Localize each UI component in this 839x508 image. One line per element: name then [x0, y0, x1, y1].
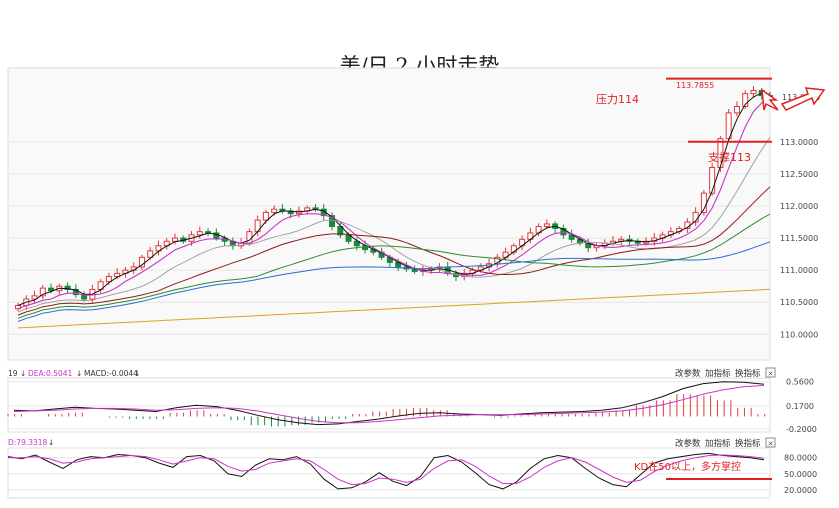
macd-arrow-icon: ↓: [76, 369, 82, 378]
kd-add-indicator-button[interactable]: 加指标: [705, 438, 731, 449]
moving-averages: [17, 92, 771, 329]
kd-y-tick-label: 80.0000: [784, 454, 817, 463]
down-arrow-icon: [761, 88, 779, 111]
kd-annotation: KD在50以上，多方掌控: [634, 460, 741, 473]
kd-close-button[interactable]: [765, 437, 776, 448]
price-y-tick-label: 110.5000: [780, 298, 818, 307]
candle-body: [138, 256, 145, 268]
candle-body: [709, 166, 716, 194]
macd-change-params-button[interactable]: 改参数: [675, 368, 701, 379]
macd-arrow-icon: ↓: [20, 369, 26, 378]
kd-y-tick-label: 20.0000: [784, 486, 817, 495]
candle-body: [31, 295, 38, 300]
macd-close-button[interactable]: [765, 367, 776, 378]
kd-panel: [7, 447, 771, 499]
macd-header-dea: DEA:0.5041: [28, 369, 73, 378]
price-y-tick-label: 110.0000: [780, 330, 818, 339]
moving-average-line-long: [17, 288, 771, 329]
candle-body: [560, 227, 567, 236]
macd-dif-line: [13, 381, 765, 426]
macd-histogram: [7, 394, 766, 427]
moving-average-line: [17, 99, 771, 310]
candle-body: [353, 240, 360, 247]
kd-header-d: D:79.3318: [8, 438, 48, 447]
candle-body: [105, 276, 112, 283]
moving-average-line: [17, 241, 771, 322]
kd-arrow-icon: ↓: [48, 438, 54, 447]
macd-y-tick-label: 0.5600: [786, 378, 814, 387]
candle-body: [72, 288, 79, 296]
macd-dea-line: [13, 384, 765, 424]
macd-switch-indicator-button[interactable]: 换指标: [735, 368, 761, 379]
kd-switch-indicator-button[interactable]: 换指标: [735, 438, 761, 449]
candle-body: [262, 211, 269, 221]
price-y-tick-label: 112.5000: [780, 170, 818, 179]
candle-body: [742, 93, 749, 108]
candle-body: [329, 215, 336, 228]
candle-body: [39, 287, 46, 297]
macd-close-icon[interactable]: ✕: [768, 370, 774, 378]
macd-panel: [7, 377, 771, 433]
candle-body: [147, 250, 154, 258]
candle-body: [733, 106, 740, 114]
kd-y-tick-label: 50.0000: [784, 470, 817, 479]
resistance-label: 压力114: [596, 93, 639, 106]
support-label: 支撑113: [708, 150, 751, 164]
moving-average-line: [17, 213, 771, 319]
macd-y-tick-label: -0.2000: [786, 425, 817, 434]
candle-body: [114, 272, 121, 278]
candle-body: [568, 234, 575, 240]
candle-body: [196, 231, 203, 236]
macd-arrow-icon: ↓: [134, 369, 140, 378]
macd-header-macd: MACD:-0.0044: [84, 369, 138, 378]
up-right-arrow-icon: [780, 87, 826, 111]
macd-header-period: 19: [8, 369, 18, 378]
candle-body: [271, 208, 278, 213]
candle-body: [172, 237, 179, 242]
price-y-tick-label: 111.0000: [780, 266, 818, 275]
high-price-label: 113.7855: [676, 81, 714, 90]
kd-d-line: [8, 454, 765, 486]
price-annotations: 压力114 支撑113 113.7855 113.0000: [596, 77, 826, 164]
macd-y-tick-label: 0.1700: [786, 402, 814, 411]
candle-body: [64, 285, 71, 290]
price-y-tick-label: 112.0000: [780, 202, 818, 211]
price-panel: [7, 67, 771, 361]
kd-change-params-button[interactable]: 改参数: [675, 438, 701, 449]
candle-body: [337, 226, 344, 236]
macd-add-indicator-button[interactable]: 加指标: [705, 368, 731, 379]
candle-body: [246, 231, 253, 244]
price-y-tick-label: 111.5000: [780, 234, 818, 243]
moving-average-line: [17, 92, 771, 306]
candle-body: [543, 223, 550, 228]
kd-close-icon[interactable]: ✕: [768, 440, 774, 448]
moving-average-line: [17, 186, 771, 316]
candle-body: [750, 89, 757, 95]
candle-body: [48, 287, 55, 292]
price-y-tick-label: 113.0000: [780, 138, 818, 147]
